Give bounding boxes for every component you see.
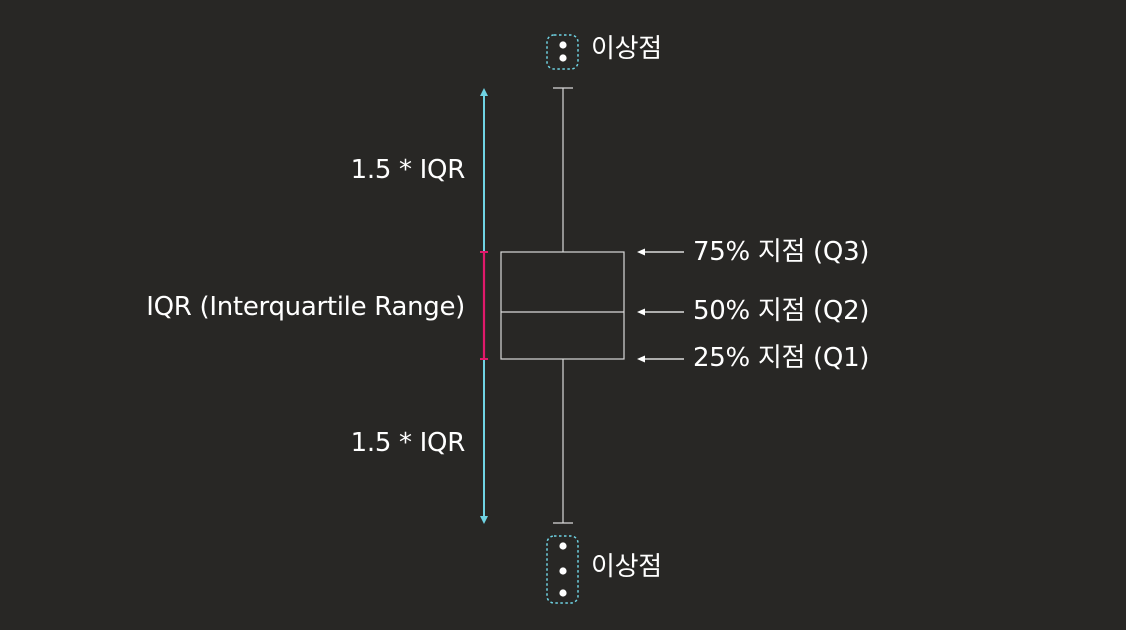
q3-label: 75% 지점 (Q3) [693, 237, 870, 267]
outlier-point [559, 589, 567, 597]
outlier-frame-top [546, 34, 579, 70]
outlier-point [559, 54, 567, 62]
upper-whisker-label: 1.5 * IQR [350, 155, 466, 185]
outlier-point [559, 542, 567, 550]
outlier-label-bottom: 이상점 [591, 552, 662, 582]
iqr-label: IQR (Interquartile Range) [146, 292, 465, 322]
q2-pointer-arrow [637, 308, 684, 316]
q2-label: 50% 지점 (Q2) [693, 296, 870, 326]
outlier-frame-bottom [546, 535, 579, 604]
q3-pointer-arrow [637, 248, 684, 256]
outlier-point [559, 41, 567, 49]
q1-label: 25% 지점 (Q1) [693, 343, 870, 373]
lower-whisker-label: 1.5 * IQR [350, 428, 466, 458]
outlier-label-top: 이상점 [591, 34, 662, 64]
q1-pointer-arrow [637, 355, 684, 363]
outlier-point [559, 567, 567, 575]
iqr-box [500, 251, 625, 360]
